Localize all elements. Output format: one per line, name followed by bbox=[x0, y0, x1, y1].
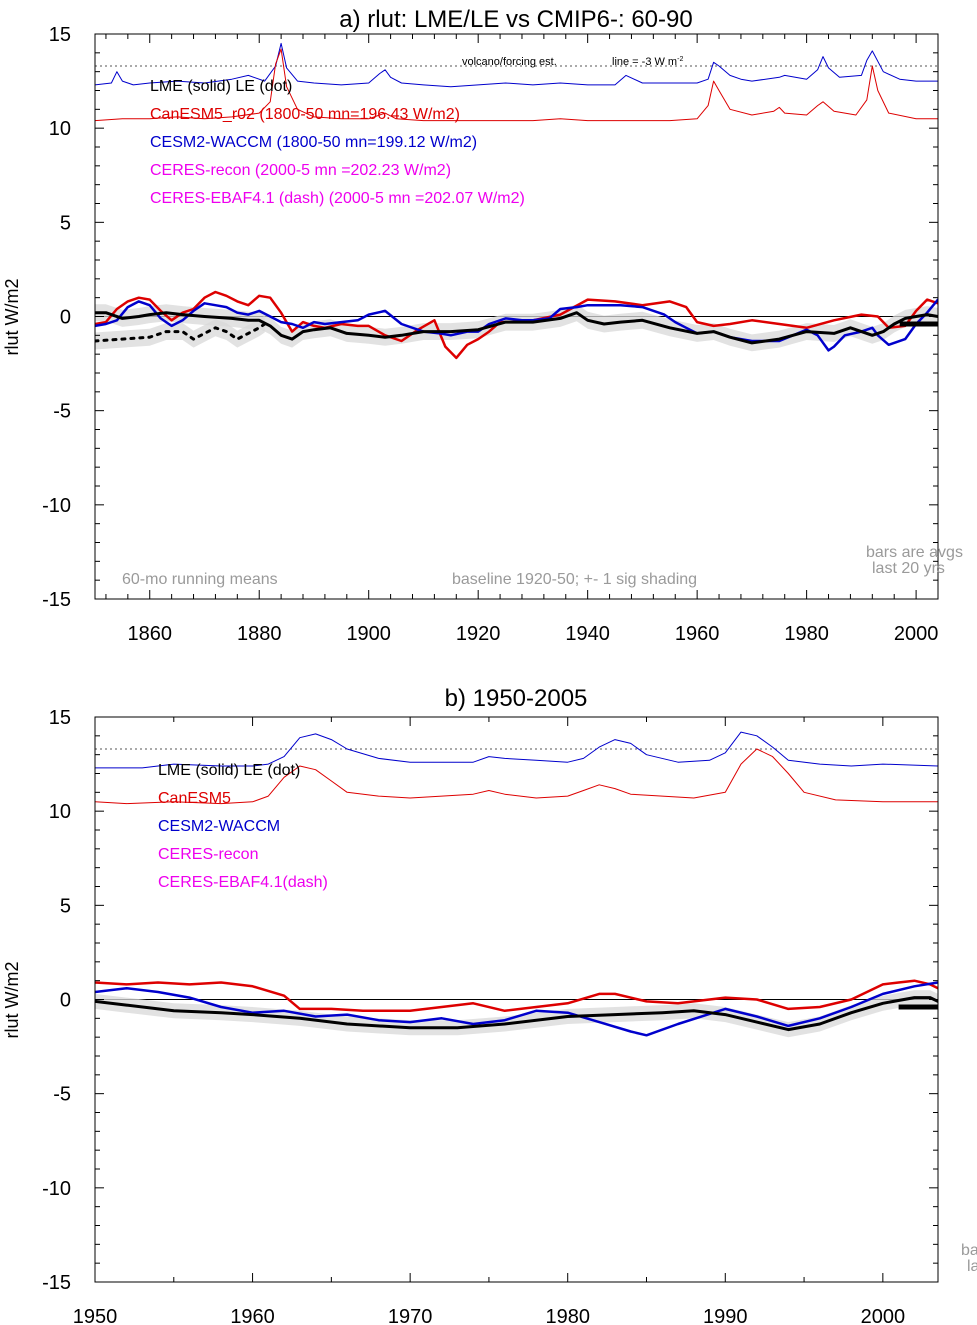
panel-a-ytick-label: -5 bbox=[53, 401, 71, 423]
panel-b-xtick-label: 1950 bbox=[73, 1306, 118, 1325]
panel-b-ytick-label: 0 bbox=[60, 990, 71, 1012]
panel-a-legend-cesm2-waccm: CESM2-WACCM (1800-50 mn=199.12 W/m2) bbox=[150, 134, 477, 151]
panel-b-series-lme-solid bbox=[95, 996, 938, 1032]
reference-line-label: line = -3 W m-2 bbox=[612, 56, 683, 68]
panel-b-annotations: ba la bbox=[961, 1242, 977, 1275]
panel-b-bars-note-line1: ba bbox=[961, 1242, 977, 1259]
panel-b-shade-4 bbox=[95, 990, 938, 1038]
panel-a-legend-lme-le: LME (solid) LE (dot) bbox=[150, 78, 292, 95]
panel-b-legend-lme-le: LME (solid) LE (dot) bbox=[158, 762, 300, 779]
panel-a-ytick-label: 5 bbox=[60, 212, 71, 234]
panel-a-series-le-dot bbox=[95, 322, 267, 343]
panel-a-plot-area: 1860 1880 1900 1920 1940 1960 1980 2000 -15 -10 -5… bbox=[42, 24, 939, 645]
panel-a-ylabel: rlut W/m2 bbox=[2, 278, 22, 355]
panel-a-legend-canesm5: CanESM5_r02 (1800-50 mn=196.43 W/m2) bbox=[150, 106, 460, 123]
panel-a-ytick-label: -15 bbox=[42, 589, 71, 611]
panel-b-ytick-label: 15 bbox=[49, 707, 71, 729]
running-means-note: 60-mo running means bbox=[122, 571, 278, 588]
panel-a-xtick-label: 1960 bbox=[675, 623, 720, 645]
panel-b-legend-canesm5: CanESM5 bbox=[158, 790, 231, 807]
panel-b-legend-ceres-recon: CERES-recon bbox=[158, 846, 258, 863]
panel-b-series-cesm2-waccm-volcanic-forcing bbox=[95, 731, 938, 769]
panel-b: b) 1950-2005 rlut W/m2 1950 1960 1970 1980 1… bbox=[2, 685, 977, 1325]
volcano-forcing-label: volcano/forcing est. bbox=[462, 56, 557, 68]
panel-b-series-cesm2-waccm bbox=[95, 981, 938, 1037]
panel-b-xtick-label: 1980 bbox=[545, 1306, 590, 1325]
panel-b-xtick-label: 1990 bbox=[703, 1306, 748, 1325]
panel-b-legend-ceres-ebaf: CERES-EBAF4.1(dash) bbox=[158, 874, 328, 891]
panel-a-legend-ceres-recon: CERES-recon (2000-5 mn =202.23 W/m2) bbox=[150, 162, 451, 179]
panel-b-legend-cesm2-waccm: CESM2-WACCM bbox=[158, 818, 280, 835]
bars-note-line2: last 20 yrs bbox=[872, 560, 945, 577]
panel-a-xtick-label: 1880 bbox=[237, 623, 282, 645]
panel-a-series-canesm5 bbox=[95, 290, 938, 360]
panel-b-ytick-label: 10 bbox=[49, 801, 71, 823]
panel-b-xtick-label: 1970 bbox=[388, 1306, 433, 1325]
panel-a-legend: LME (solid) LE (dot) CanESM5_r02 (1800-5… bbox=[150, 78, 525, 207]
panel-a-xtick-label: 1940 bbox=[565, 623, 610, 645]
panel-a-xtick-label: 1900 bbox=[346, 623, 391, 645]
panel-a-xtick-label: 2000 bbox=[894, 623, 939, 645]
panel-a-xtick-label: 1860 bbox=[127, 623, 172, 645]
panel-a-ytick-label: 15 bbox=[49, 24, 71, 46]
panel-a-series-canesm5-volcanic-forcing bbox=[95, 48, 938, 122]
bars-note-line1: bars are avgs bbox=[866, 544, 963, 561]
panel-a-series-lme-solid bbox=[95, 311, 938, 345]
panel-b-series-layer bbox=[95, 731, 938, 1038]
panel-a-annotations: volcano/forcing est. line = -3 W m-2 60-… bbox=[122, 56, 963, 588]
panel-a-series-layer bbox=[95, 42, 938, 360]
panel-a-xtick-label: 1980 bbox=[784, 623, 829, 645]
panel-a-ytick-label: -10 bbox=[42, 495, 71, 517]
panel-b-legend: LME (solid) LE (dot) CanESM5 CESM2-WACCM… bbox=[158, 762, 328, 891]
panel-b-ytick-label: -10 bbox=[42, 1178, 71, 1200]
panel-a-xtick-label: 1920 bbox=[456, 623, 501, 645]
panel-a-shade-5 bbox=[95, 304, 938, 352]
panel-a-series-cesm2-waccm-volcanic-forcing bbox=[95, 42, 938, 88]
panel-b-bars-note-line2: la bbox=[967, 1258, 977, 1275]
panel-b-series-canesm5 bbox=[95, 979, 938, 1013]
panel-a-ytick-label: 10 bbox=[49, 118, 71, 140]
panel-b-plot-area: 1950 1960 1970 1980 1990 2000 -15 -10 -5 0 5 10 15 bbox=[42, 707, 939, 1325]
panel-b-ytick-label: -5 bbox=[53, 1084, 71, 1106]
baseline-note: baseline 1920-50; +- 1 sig shading bbox=[452, 571, 697, 588]
panel-a-legend-ceres-ebaf: CERES-EBAF4.1 (dash) (2000-5 mn =202.07 … bbox=[150, 190, 525, 207]
panel-b-ylabel: rlut W/m2 bbox=[2, 961, 22, 1038]
panel-a: a) rlut: LME/LE vs CMIP6-: 60-90 rlut W/… bbox=[2, 6, 963, 645]
reference-line-label-main: line = -3 W m bbox=[612, 56, 677, 68]
reference-line-label-superscript: -2 bbox=[677, 56, 683, 63]
panel-a-title: a) rlut: LME/LE vs CMIP6-: 60-90 bbox=[339, 6, 692, 33]
panel-b-series-canesm5-volcanic-forcing bbox=[95, 748, 938, 805]
panel-b-ytick-label: 5 bbox=[60, 895, 71, 917]
panel-b-title: b) 1950-2005 bbox=[445, 685, 588, 712]
panel-a-ytick-label: 0 bbox=[60, 307, 71, 329]
panel-b-xtick-label: 1960 bbox=[230, 1306, 275, 1325]
panel-b-xtick-label: 2000 bbox=[861, 1306, 906, 1325]
panel-b-ytick-label: -15 bbox=[42, 1272, 71, 1294]
